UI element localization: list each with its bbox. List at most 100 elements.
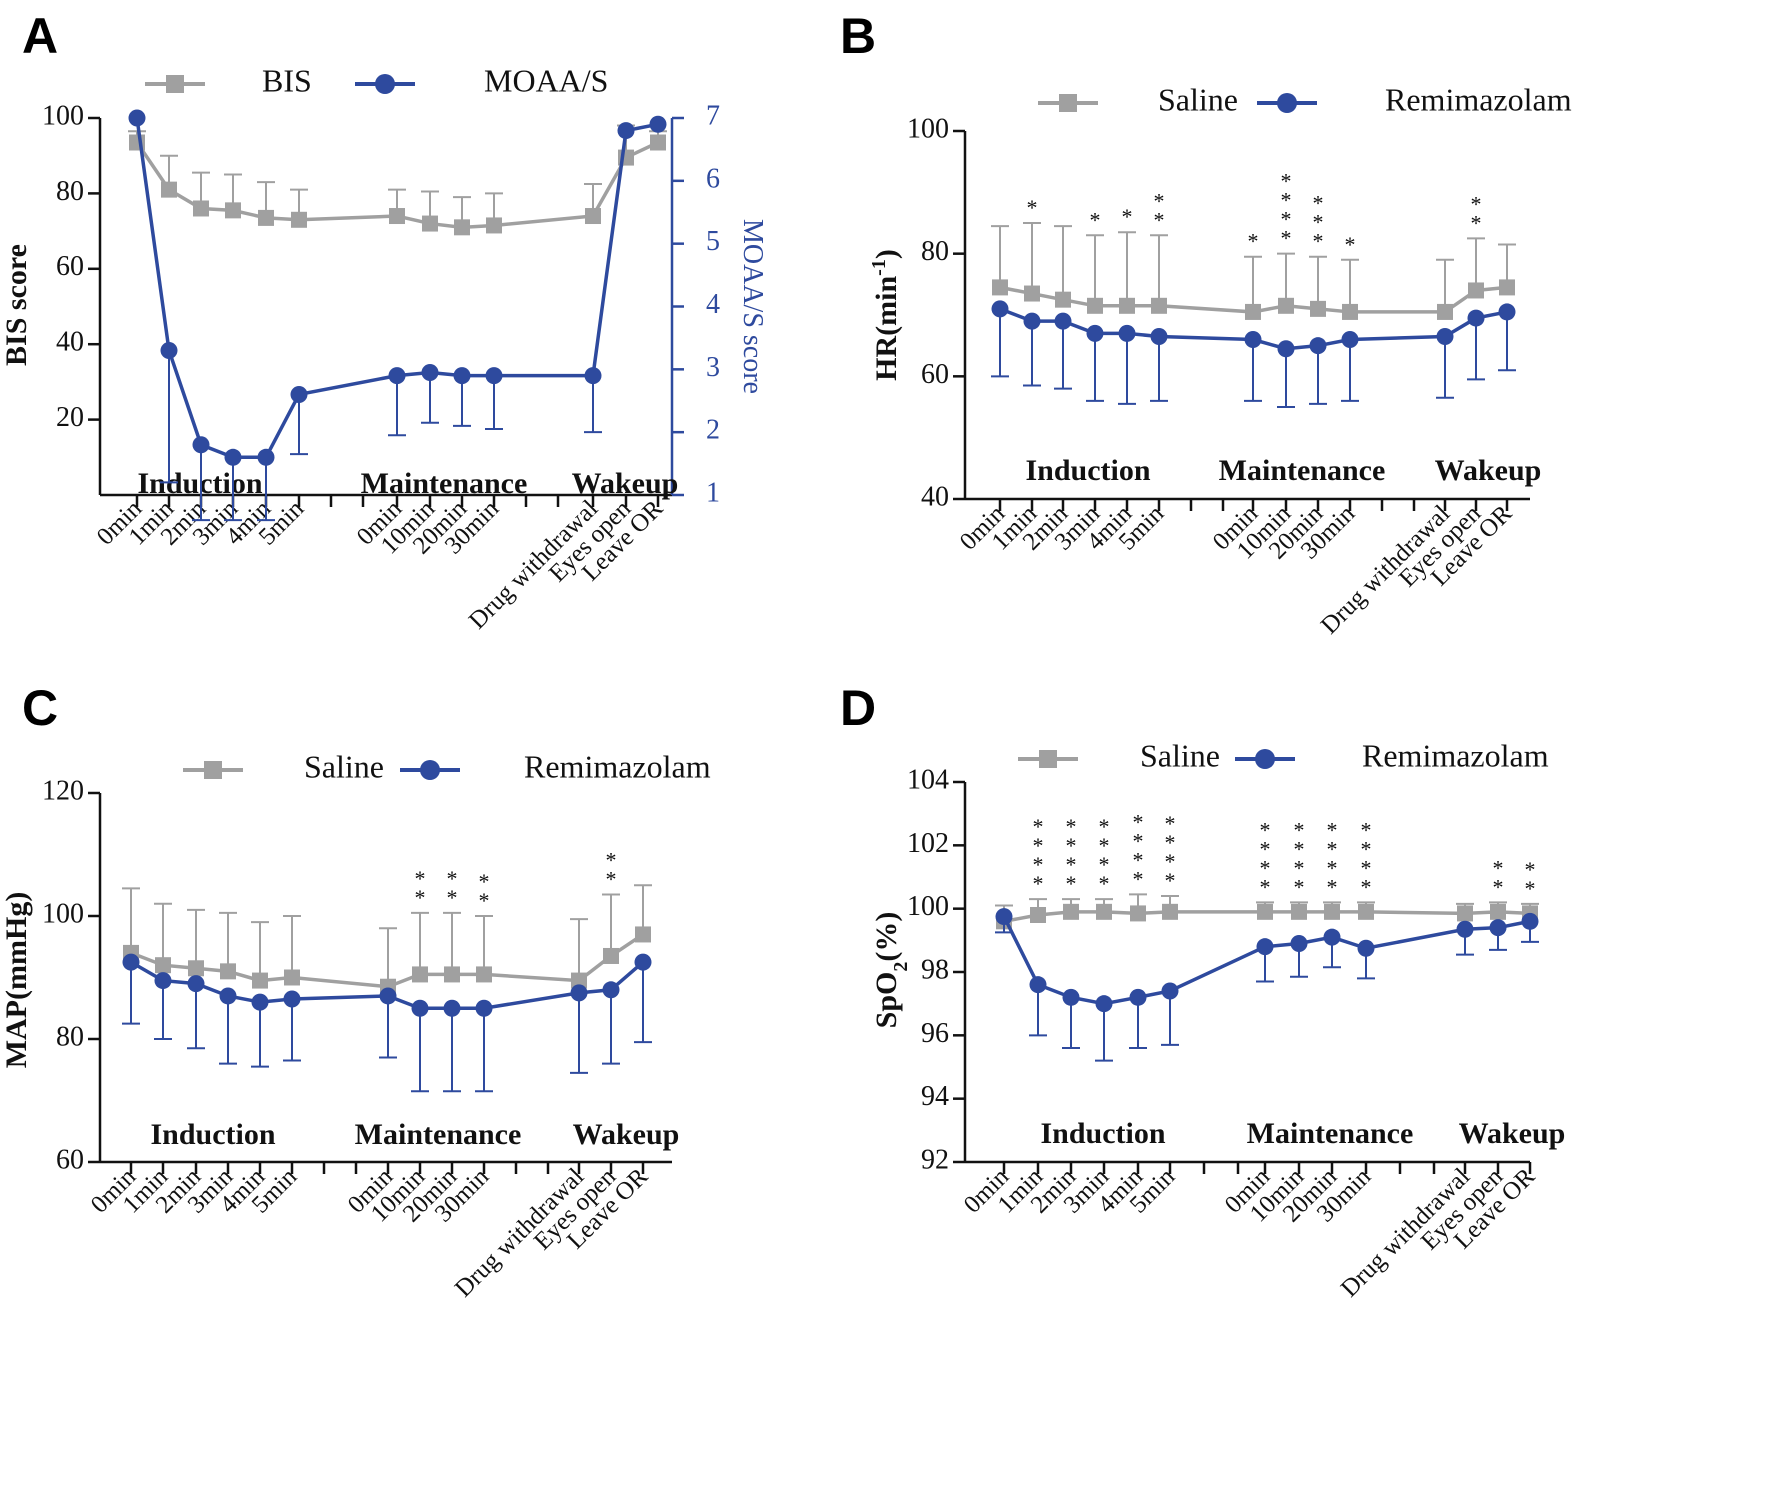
star: * [1281, 169, 1292, 194]
legend-label: Remimazolam [1362, 737, 1549, 773]
y-tick-label: 40 [56, 327, 84, 358]
data-point [187, 975, 205, 993]
data-point [634, 953, 652, 971]
phase-label: Maintenance [361, 467, 528, 500]
data-point [1498, 303, 1516, 321]
star: * [1027, 195, 1038, 220]
star: * [1361, 874, 1372, 899]
y-tick-label: 80 [56, 1021, 84, 1052]
series-remimazolam [995, 908, 1539, 1062]
data-point [1063, 903, 1079, 920]
y-axis-label-end: (%) [870, 912, 903, 962]
star: * [1361, 817, 1372, 842]
y-tick-label: 120 [42, 775, 84, 806]
series-saline [991, 222, 1516, 320]
significance-stars: * [1345, 232, 1356, 257]
data-point [193, 200, 209, 217]
data-point [1256, 938, 1274, 956]
data-point [486, 217, 502, 234]
data-point [1024, 285, 1040, 302]
star: * [1294, 855, 1305, 880]
data-point [1290, 935, 1308, 952]
y-tick-right-label: 3 [706, 352, 720, 383]
data-point [411, 999, 429, 1017]
data-point [995, 908, 1013, 926]
star: * [1471, 210, 1482, 235]
star: * [1260, 817, 1271, 842]
data-point [1162, 903, 1178, 920]
star: * [1345, 232, 1356, 257]
phase-label: Maintenance [1219, 454, 1386, 487]
data-point [1456, 920, 1474, 938]
significance-stars: * * [447, 866, 458, 910]
legend-label: MOAA/S [484, 62, 608, 98]
data-point [284, 969, 300, 986]
y-tick-right-label: 1 [706, 477, 720, 508]
data-point [283, 990, 301, 1008]
data-point [476, 966, 492, 983]
star: * [1165, 811, 1176, 836]
data-point [1499, 279, 1515, 296]
data-point [1467, 309, 1485, 327]
legend-label: Remimazolam [524, 748, 711, 784]
star: * [1471, 191, 1482, 216]
data-point [1095, 995, 1113, 1013]
phase-label: Maintenance [1247, 1117, 1414, 1150]
y-tick-label: 94 [921, 1081, 949, 1112]
data-point [251, 993, 269, 1011]
data-point [585, 208, 601, 225]
data-point [1030, 907, 1046, 923]
star: * [1260, 855, 1271, 880]
phase-label: Induction [1040, 1117, 1165, 1150]
y-tick-label: 104 [907, 764, 949, 795]
data-point [475, 999, 493, 1017]
star: * [479, 888, 490, 913]
data-point [252, 972, 268, 989]
data-point [454, 219, 470, 236]
significance-stars: * * [606, 847, 617, 891]
data-point [291, 211, 307, 228]
star: * [1154, 188, 1165, 213]
star: * [415, 866, 426, 891]
phase-label: Wakeup [1459, 1117, 1566, 1150]
data-point [603, 947, 619, 964]
data-point [1521, 912, 1539, 930]
significance-stars: * * * [1313, 191, 1324, 254]
data-point [1130, 905, 1146, 922]
data-point [444, 966, 460, 983]
data-point [443, 999, 461, 1017]
data-point [290, 385, 308, 403]
panel-D: D929496981001021040min1min2min3min4min5m… [840, 680, 1565, 1302]
data-point [485, 367, 503, 385]
data-point [160, 341, 178, 359]
star: * [1099, 833, 1110, 858]
data-point [412, 966, 428, 983]
star: * [1525, 876, 1536, 901]
significance-stars: * * [415, 866, 426, 910]
data-point [1245, 303, 1261, 320]
significance-stars: * [1248, 229, 1259, 254]
significance-stars: * * * * [1033, 814, 1044, 896]
y-tick-right-label: 2 [706, 415, 720, 446]
y-axis-label-main: HR(min [870, 276, 903, 381]
star: * [1361, 836, 1372, 861]
data-point [388, 367, 406, 385]
star: * [606, 866, 617, 891]
y-tick-label: 102 [907, 828, 949, 859]
data-point [122, 953, 140, 971]
data-point [225, 202, 241, 219]
star: * [1313, 191, 1324, 216]
y-tick-label: 80 [56, 176, 84, 207]
data-point [571, 972, 587, 989]
star: * [1361, 855, 1372, 880]
legend-square-marker [1039, 750, 1057, 768]
star: * [1099, 814, 1110, 839]
data-point [154, 972, 172, 990]
y-tick-right-label: 7 [706, 100, 720, 131]
y-axis-label-sub: 2 [890, 962, 912, 972]
data-point [1096, 903, 1112, 920]
y-axis-label-sup: -1 [868, 259, 890, 276]
data-point [1119, 297, 1135, 314]
legend-square-marker [166, 75, 184, 93]
